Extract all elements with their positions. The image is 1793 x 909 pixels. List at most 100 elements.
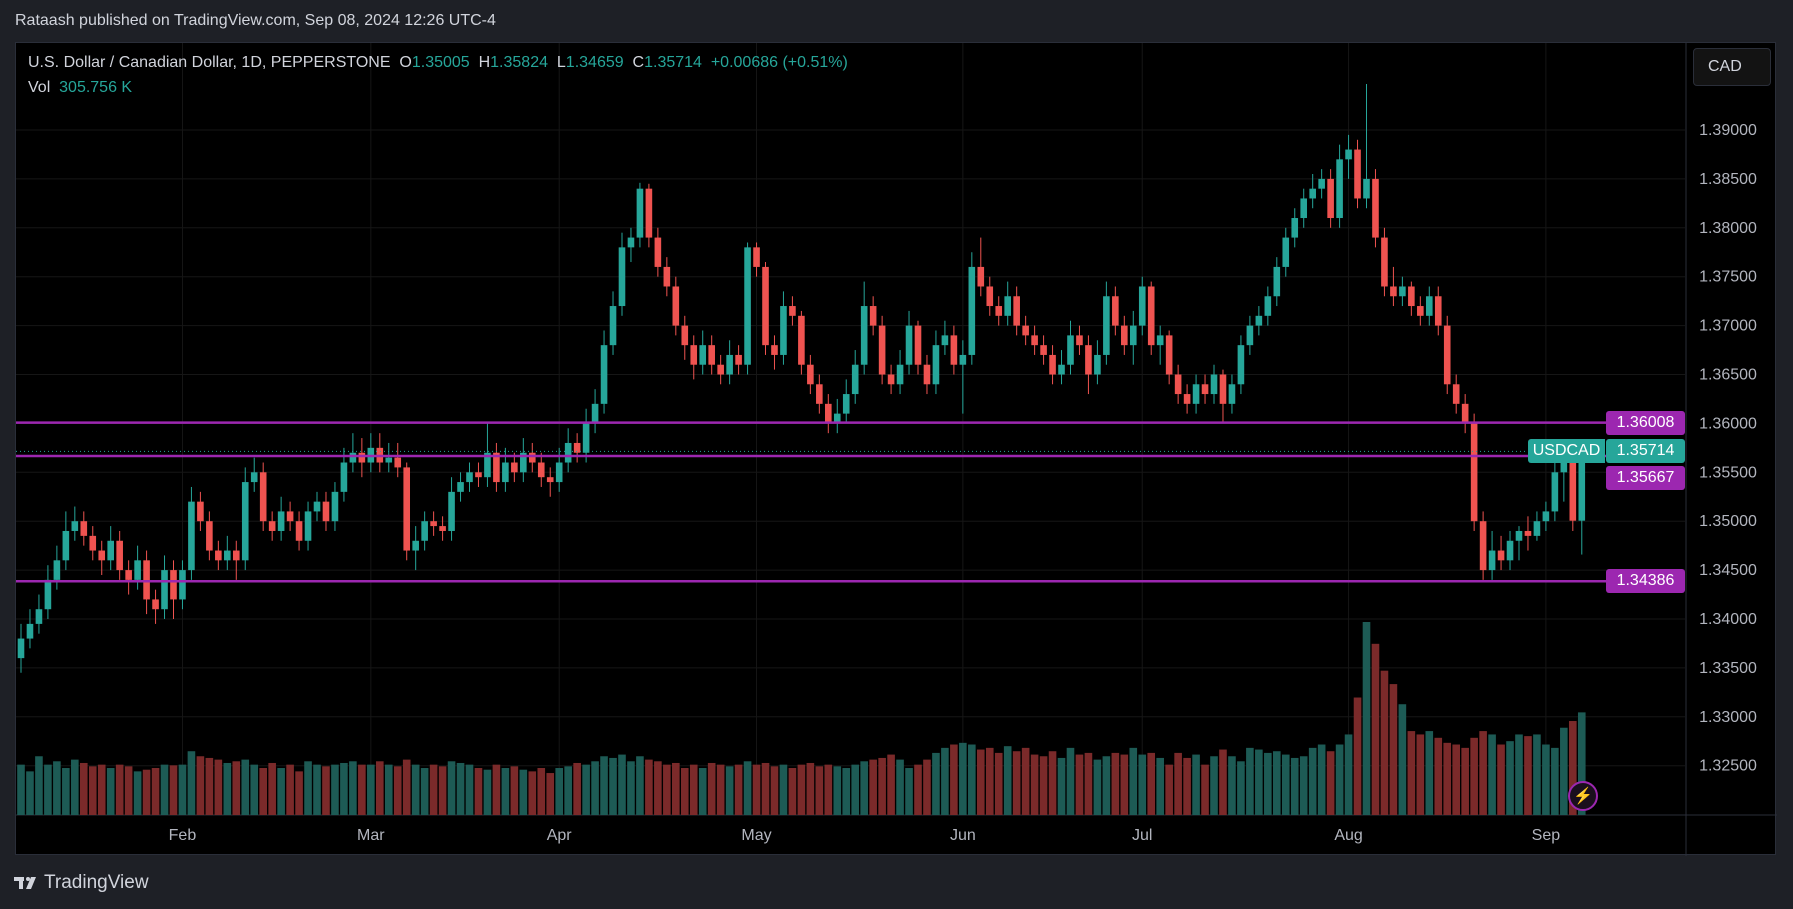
volume-bar bbox=[304, 761, 312, 815]
volume-bar bbox=[1084, 752, 1093, 815]
close-value: 1.35714 bbox=[644, 54, 702, 71]
candlestick-chart[interactable]: 1.39000 1.38500 1.38000 1.37500 1.37000 1.365… bbox=[16, 43, 1777, 856]
volume-bar bbox=[151, 768, 160, 815]
candle-body bbox=[699, 345, 707, 365]
volume-bar bbox=[654, 761, 662, 815]
volume-bar bbox=[1389, 684, 1398, 815]
volume-bar bbox=[1192, 754, 1200, 815]
volume-bar bbox=[959, 742, 967, 815]
volume-bar bbox=[1093, 759, 1102, 815]
candle-body bbox=[555, 462, 563, 483]
volume-bar bbox=[510, 766, 519, 815]
candle-body bbox=[349, 452, 357, 463]
volume-bar bbox=[564, 766, 572, 815]
volume-bar bbox=[618, 754, 626, 815]
candle-body bbox=[1210, 374, 1218, 395]
volume-bar bbox=[1165, 764, 1173, 815]
volume-bar bbox=[932, 752, 940, 815]
candle-body bbox=[1434, 296, 1442, 326]
volume-label[interactable]: Vol bbox=[28, 79, 51, 96]
candle-body bbox=[1219, 374, 1227, 404]
candle-body bbox=[833, 413, 841, 424]
volume-bar bbox=[707, 762, 716, 815]
volume-bar bbox=[429, 764, 438, 815]
volume-bar bbox=[1506, 741, 1514, 815]
candle-body bbox=[421, 521, 428, 541]
candle-body bbox=[502, 462, 509, 483]
candle-body bbox=[215, 550, 222, 561]
candle-body bbox=[1336, 159, 1343, 219]
volume-bar bbox=[645, 759, 653, 815]
chart-pane[interactable]: 1.39000 1.38500 1.38000 1.37500 1.37000 1.365… bbox=[15, 42, 1777, 856]
volume-bar bbox=[492, 764, 501, 815]
candle-body bbox=[1533, 521, 1541, 536]
volume-bar bbox=[976, 749, 985, 815]
candle-body bbox=[1246, 325, 1254, 346]
candle-body bbox=[591, 403, 599, 424]
volume-bar bbox=[519, 769, 528, 815]
volume-bar bbox=[824, 764, 833, 815]
candle-body bbox=[887, 374, 895, 385]
volume-bar bbox=[672, 762, 680, 815]
volume-bar bbox=[106, 768, 115, 815]
candle-body bbox=[735, 354, 742, 365]
volume-bar bbox=[1012, 751, 1021, 815]
volume-bar bbox=[1380, 670, 1389, 815]
candle-body bbox=[1067, 335, 1074, 365]
volume-bar bbox=[1066, 747, 1075, 815]
candle-body bbox=[475, 472, 482, 478]
candle-body bbox=[394, 457, 402, 468]
candle-body bbox=[1345, 149, 1352, 160]
volume-bar bbox=[26, 771, 34, 815]
candle-body bbox=[1237, 345, 1245, 385]
candle-body bbox=[1372, 178, 1379, 238]
candle-body bbox=[1201, 384, 1209, 395]
volume-bar bbox=[1138, 754, 1147, 815]
candle-body bbox=[896, 364, 904, 385]
volume-bar bbox=[115, 764, 124, 815]
candle-body bbox=[726, 354, 733, 375]
lightning-icon[interactable]: ⚡ bbox=[1568, 781, 1598, 811]
candle-body bbox=[484, 452, 491, 478]
volume-bar bbox=[142, 769, 151, 815]
candle-body bbox=[313, 501, 321, 512]
volume-bar bbox=[905, 768, 913, 815]
candle-body bbox=[1470, 423, 1478, 522]
candle-body bbox=[1551, 472, 1559, 512]
symbol-name[interactable]: U.S. Dollar / Canadian Dollar, 1D, PEPPE… bbox=[28, 54, 391, 71]
candle-body bbox=[143, 560, 150, 600]
candle-body bbox=[636, 188, 644, 238]
volume-bar bbox=[806, 762, 815, 815]
volume-bar bbox=[35, 756, 43, 815]
level-label-2: 1.35667 bbox=[1606, 466, 1685, 490]
candle-body bbox=[439, 526, 446, 531]
candle-body bbox=[1022, 325, 1029, 336]
last-price-label: 1.35714 bbox=[1606, 439, 1685, 463]
volume-bar bbox=[546, 773, 555, 815]
high-value: 1.35824 bbox=[490, 54, 548, 71]
candle-body bbox=[80, 521, 88, 536]
candle-body bbox=[268, 521, 276, 531]
volume-bar bbox=[1515, 734, 1523, 815]
candle-body bbox=[1515, 530, 1523, 541]
candle-body bbox=[537, 462, 545, 478]
time-tick-label: Apr bbox=[547, 827, 573, 844]
volume-bar bbox=[79, 762, 88, 815]
candle-body bbox=[573, 442, 581, 453]
volume-bar bbox=[878, 757, 886, 815]
price-tick-label: 1.34000 bbox=[1699, 611, 1757, 628]
candle-body bbox=[1103, 296, 1110, 355]
candle-body bbox=[89, 535, 97, 551]
candle-body bbox=[627, 237, 635, 248]
candle-body bbox=[1138, 286, 1146, 326]
candle-body bbox=[968, 266, 976, 355]
candle-body bbox=[448, 491, 455, 531]
volume-bar bbox=[205, 757, 214, 815]
candle-body bbox=[681, 325, 689, 346]
candle-body bbox=[1112, 296, 1119, 326]
volume-bar bbox=[259, 768, 267, 815]
currency-button[interactable]: CAD bbox=[1693, 48, 1771, 86]
volume-bar bbox=[53, 761, 61, 815]
time-tick-label: Aug bbox=[1334, 827, 1362, 844]
volume-bar bbox=[1398, 704, 1407, 815]
